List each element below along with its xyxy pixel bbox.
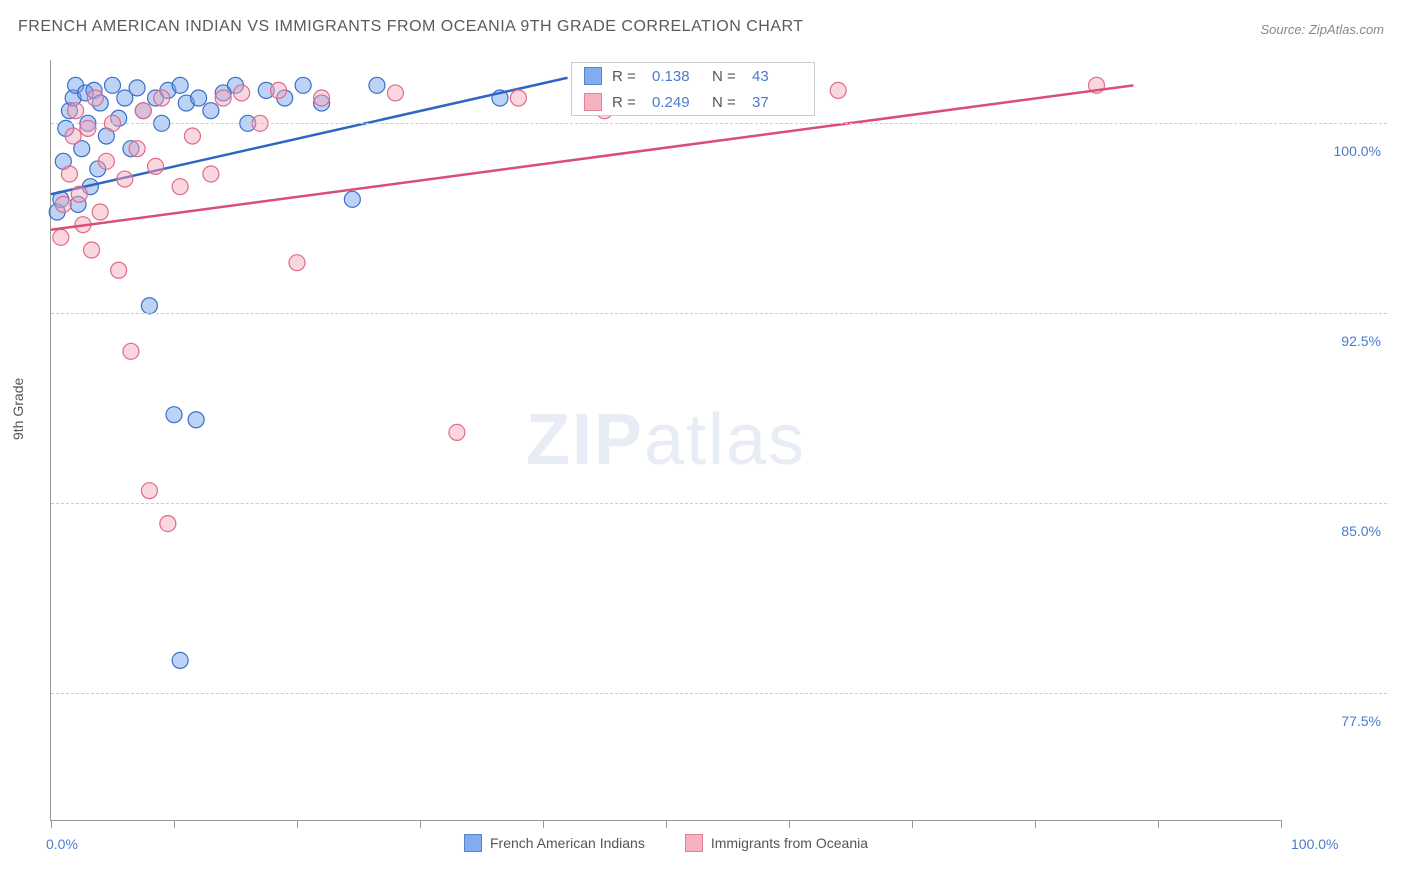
data-point xyxy=(344,191,360,207)
gridline xyxy=(51,693,1387,694)
data-point xyxy=(830,82,846,98)
gridline xyxy=(51,123,1387,124)
data-point xyxy=(369,77,385,93)
legend-swatch-series2 xyxy=(685,834,703,852)
data-point xyxy=(166,407,182,423)
x-tick xyxy=(174,820,175,828)
data-point xyxy=(172,652,188,668)
data-point xyxy=(71,186,87,202)
x-tick xyxy=(51,820,52,828)
legend-label-series1: French American Indians xyxy=(490,835,645,851)
data-point xyxy=(123,343,139,359)
data-point xyxy=(203,103,219,119)
legend-item-series1: French American Indians xyxy=(464,834,645,852)
legend: French American Indians Immigrants from … xyxy=(464,834,868,852)
x-axis-max-label: 100.0% xyxy=(1291,836,1338,852)
data-point xyxy=(105,77,121,93)
data-point xyxy=(188,412,204,428)
data-point xyxy=(87,90,103,106)
x-tick xyxy=(297,820,298,828)
swatch-series2 xyxy=(584,93,602,111)
y-tick-label: 100.0% xyxy=(1311,143,1381,159)
data-point xyxy=(295,77,311,93)
data-point xyxy=(271,82,287,98)
y-axis-label: 9th Grade xyxy=(10,378,26,440)
data-point xyxy=(68,103,84,119)
data-point xyxy=(184,128,200,144)
data-point xyxy=(172,179,188,195)
x-tick xyxy=(1158,820,1159,828)
data-point xyxy=(55,196,71,212)
stat-row-series1: R = 0.138 N = 43 xyxy=(572,63,814,89)
data-point xyxy=(84,242,100,258)
chart-title: FRENCH AMERICAN INDIAN VS IMMIGRANTS FRO… xyxy=(18,18,804,36)
legend-label-series2: Immigrants from Oceania xyxy=(711,835,868,851)
data-point xyxy=(65,128,81,144)
data-point xyxy=(61,166,77,182)
plot-area: ZIPatlas R = 0.138 N = 43 R = 0.249 N = … xyxy=(50,60,1281,821)
data-point xyxy=(92,204,108,220)
data-point xyxy=(172,77,188,93)
correlation-stat-box: R = 0.138 N = 43 R = 0.249 N = 37 xyxy=(571,62,815,116)
data-point xyxy=(148,158,164,174)
y-tick-label: 85.0% xyxy=(1311,523,1381,539)
swatch-series1 xyxy=(584,67,602,85)
legend-swatch-series1 xyxy=(464,834,482,852)
x-tick xyxy=(1035,820,1036,828)
r-value-1: 0.138 xyxy=(652,68,702,85)
x-axis-min-label: 0.0% xyxy=(46,836,78,852)
y-tick-label: 77.5% xyxy=(1311,713,1381,729)
legend-item-series2: Immigrants from Oceania xyxy=(685,834,868,852)
data-point xyxy=(141,483,157,499)
data-point xyxy=(449,424,465,440)
data-point xyxy=(111,262,127,278)
n-value-1: 43 xyxy=(752,68,802,85)
data-point xyxy=(160,516,176,532)
n-label-1: N = xyxy=(712,68,742,85)
data-point xyxy=(154,90,170,106)
data-point xyxy=(510,90,526,106)
x-tick xyxy=(543,820,544,828)
data-point xyxy=(135,103,151,119)
data-point xyxy=(129,141,145,157)
data-point xyxy=(314,90,330,106)
data-point xyxy=(191,90,207,106)
gridline xyxy=(51,313,1387,314)
x-tick xyxy=(420,820,421,828)
data-point xyxy=(387,85,403,101)
data-point xyxy=(141,298,157,314)
data-point xyxy=(53,229,69,245)
r-label-2: R = xyxy=(612,94,642,111)
data-point xyxy=(203,166,219,182)
stat-row-series2: R = 0.249 N = 37 xyxy=(572,89,814,115)
data-point xyxy=(234,85,250,101)
y-tick-label: 92.5% xyxy=(1311,333,1381,349)
r-label-1: R = xyxy=(612,68,642,85)
data-point xyxy=(289,255,305,271)
chart-svg xyxy=(51,60,1281,820)
gridline xyxy=(51,503,1387,504)
data-point xyxy=(98,153,114,169)
n-value-2: 37 xyxy=(752,94,802,111)
x-tick xyxy=(666,820,667,828)
x-tick xyxy=(1281,820,1282,828)
r-value-2: 0.249 xyxy=(652,94,702,111)
data-point xyxy=(129,80,145,96)
source-attribution: Source: ZipAtlas.com xyxy=(1260,22,1384,37)
x-tick xyxy=(912,820,913,828)
data-point xyxy=(117,171,133,187)
x-tick xyxy=(789,820,790,828)
data-point xyxy=(215,90,231,106)
n-label-2: N = xyxy=(712,94,742,111)
